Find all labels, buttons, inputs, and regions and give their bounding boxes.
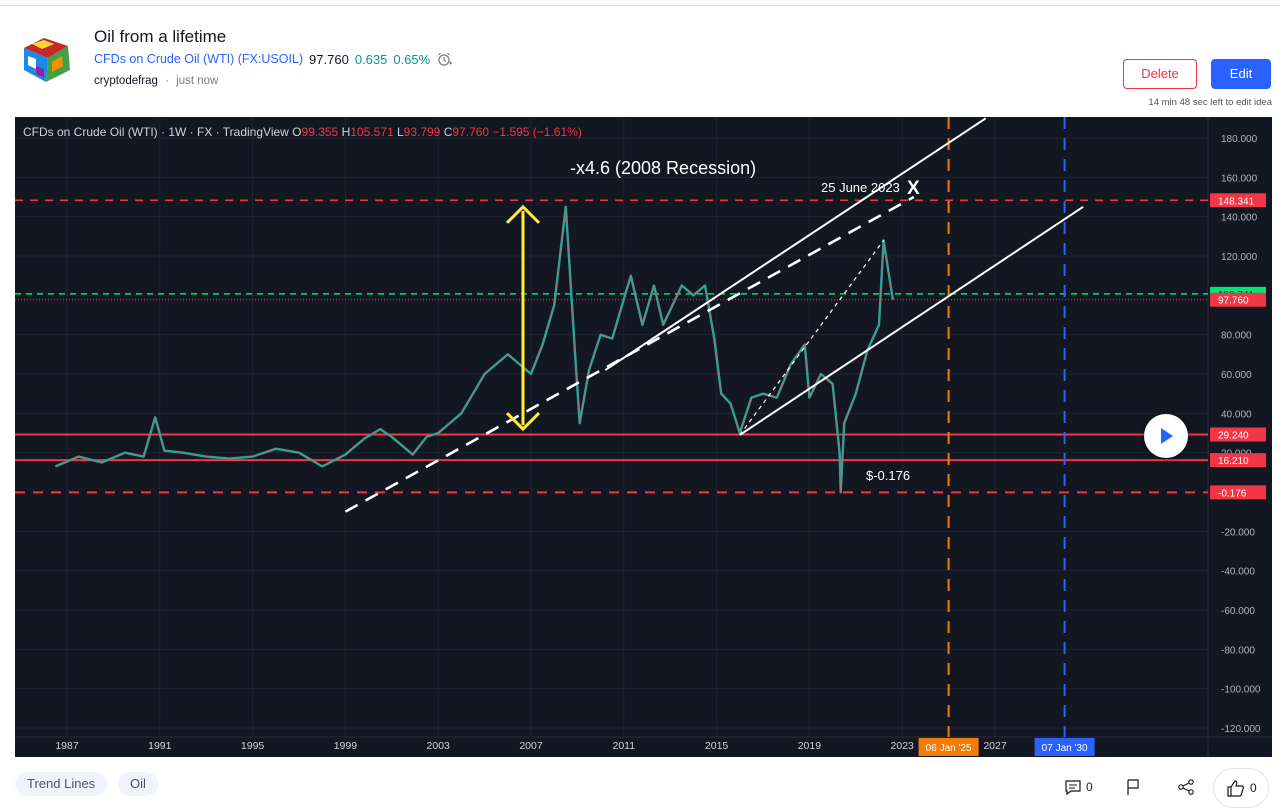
- x-tick-label: 1995: [241, 740, 265, 752]
- share-icon: [1178, 779, 1194, 795]
- symbol-line: CFDs on Crude Oil (WTI) (FX:USOIL) 97.76…: [94, 51, 453, 67]
- legend-high: 105.571: [350, 125, 394, 139]
- x-tick-label: 2015: [705, 740, 729, 752]
- legend-open: 99.355: [301, 125, 339, 139]
- flag-icon: [1127, 779, 1139, 795]
- time-marker-label-bg: [1034, 738, 1095, 756]
- channel-upper-line: [604, 117, 987, 371]
- comments-count: 0: [1086, 780, 1093, 794]
- x-tick-label: 2011: [613, 740, 636, 752]
- symbol-link[interactable]: CFDs on Crude Oil (WTI) (FX:USOIL): [94, 52, 304, 66]
- y-tick-label: -80.000: [1221, 645, 1255, 656]
- replay-play-button[interactable]: [1144, 414, 1188, 458]
- chart-canvas[interactable]: 180.000 160.000 140.000 120.000 80.000 60.000…: [15, 117, 1272, 757]
- trendline-dotted: [739, 239, 885, 436]
- share-button[interactable]: [1177, 778, 1195, 796]
- delete-button[interactable]: Delete: [1123, 59, 1197, 89]
- edit-button[interactable]: Edit: [1211, 59, 1271, 89]
- y-tick-label: 140.000: [1221, 213, 1258, 224]
- x-tick-label: 1991: [148, 740, 172, 752]
- author-line: cryptodefrag · just now: [94, 75, 219, 87]
- price-label-bg: [1210, 485, 1266, 500]
- price-label: 16.210: [1218, 456, 1249, 467]
- comments-button[interactable]: 0: [1064, 778, 1093, 796]
- flag-button[interactable]: [1125, 778, 1141, 796]
- legend-symbol: CFDs on Crude Oil (WTI) · 1W · FX · Trad…: [23, 125, 289, 139]
- chart-svg[interactable]: 180.000 160.000 140.000 120.000 80.000 60.000…: [15, 117, 1272, 757]
- tag-trend-lines[interactable]: Trend Lines: [15, 772, 108, 796]
- chart-background: [15, 117, 1272, 757]
- y-tick-label: 60.000: [1221, 370, 1252, 381]
- time-marker-label: 06 Jan '25: [926, 743, 972, 754]
- legend-close: 97.760: [452, 125, 490, 139]
- recession-arrow-head-bottom: [505, 412, 541, 432]
- legend-high-label: H: [341, 125, 351, 139]
- x-tick-label: 1999: [334, 740, 358, 752]
- x-tick-label: 2003: [427, 740, 451, 752]
- y-tick-label: -120.000: [1221, 724, 1261, 735]
- symbol-price: 97.760: [309, 51, 349, 67]
- top-divider: [0, 5, 1280, 6]
- idea-header: Oil from a lifetime CFDs on Crude Oil (W…: [0, 0, 1280, 116]
- y-tick-label: 180.000: [1221, 134, 1258, 145]
- y-tick-label: -40.000: [1221, 567, 1255, 578]
- recession-arrow-head-top: [505, 204, 541, 224]
- likes-count: 0: [1250, 781, 1257, 795]
- like-button[interactable]: 0: [1213, 768, 1269, 808]
- price-label: 148.341: [1218, 196, 1255, 207]
- price-label: 29.240: [1218, 430, 1249, 441]
- symbol-change-pct: 0.65%: [393, 51, 431, 67]
- comment-icon: [1065, 780, 1081, 796]
- y-tick-label: 160.000: [1221, 173, 1258, 184]
- legend-low-label: L: [396, 125, 404, 139]
- legend-close-label: C: [443, 125, 453, 139]
- annotation-x-mark: X: [907, 178, 920, 199]
- legend-low: 93.799: [403, 125, 441, 139]
- thumbs-up-icon: [1227, 780, 1244, 797]
- author-logo-icon[interactable]: [18, 36, 74, 84]
- annotation-recession: -x4.6 (2008 Recession): [570, 158, 756, 178]
- price-label-bg: [1210, 292, 1266, 307]
- x-tick-label: 2019: [798, 740, 822, 752]
- time-marker-label: 07 Jan '30: [1042, 743, 1088, 754]
- price-label: 97.760: [1218, 296, 1249, 307]
- edit-time-note: 14 min 48 sec left to edit idea: [1148, 97, 1272, 108]
- alarm-clock-icon[interactable]: [436, 51, 453, 67]
- publish-time: just now: [176, 75, 219, 87]
- x-tick-label: 2007: [519, 740, 543, 752]
- x-tick-label: 2023: [891, 740, 915, 752]
- y-tick-label: -60.000: [1221, 606, 1255, 617]
- play-icon: [1161, 428, 1173, 444]
- channel-lower-line: [739, 206, 1084, 436]
- legend-open-label: O: [292, 125, 302, 139]
- author-name[interactable]: cryptodefrag: [94, 75, 158, 87]
- chart-legend: CFDs on Crude Oil (WTI) · 1W · FX · Trad…: [23, 125, 582, 139]
- x-tick-label: 2027: [983, 740, 1007, 752]
- price-label-bg: [1210, 453, 1266, 468]
- like-inner: 0: [1226, 779, 1257, 797]
- annotation-low: $-0.176: [866, 468, 910, 483]
- x-tick-label: 1987: [55, 740, 79, 752]
- idea-title: Oil from a lifetime: [94, 27, 227, 46]
- price-label-bg: [1210, 427, 1266, 442]
- tag-oil[interactable]: Oil: [118, 772, 158, 796]
- y-tick-label: 40.000: [1221, 409, 1252, 420]
- y-tick-label: -20.000: [1221, 527, 1255, 538]
- y-tick-label: 80.000: [1221, 331, 1252, 342]
- price-label-bg: [1210, 193, 1266, 208]
- y-tick-label: -100.000: [1221, 685, 1261, 696]
- y-tick-label: 120.000: [1221, 252, 1258, 263]
- annotation-june-2023: 25 June 2023: [821, 180, 900, 195]
- price-label: -0.176: [1218, 488, 1247, 499]
- time-marker-label-bg: [918, 738, 979, 756]
- idea-footer: Trend Lines Oil 0 0: [0, 768, 1280, 809]
- legend-change: −1.595 (−1.61%): [492, 125, 582, 139]
- symbol-change: 0.635: [354, 51, 388, 67]
- price-series-red: [55, 206, 894, 493]
